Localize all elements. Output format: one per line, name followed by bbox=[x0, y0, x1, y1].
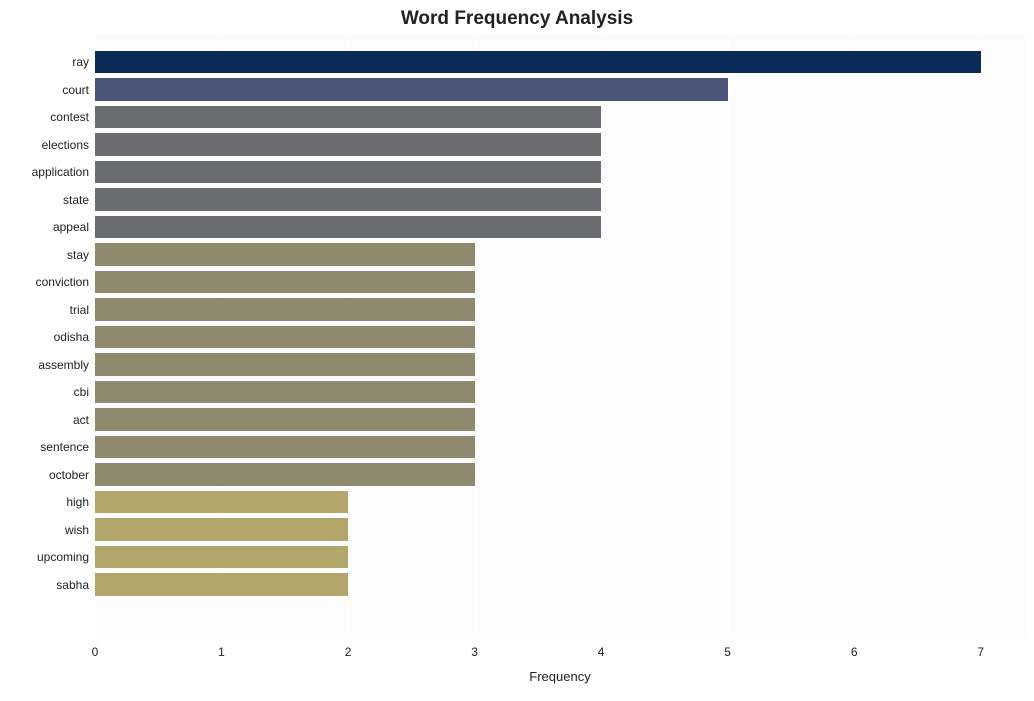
x-tick-label: 4 bbox=[598, 639, 605, 659]
chart-title: Word Frequency Analysis bbox=[0, 8, 1034, 30]
plot-area: 01234567raycourtcontestelectionsapplicat… bbox=[95, 34, 1025, 639]
bar bbox=[95, 353, 475, 376]
bar bbox=[95, 271, 475, 294]
y-tick-label: court bbox=[62, 83, 95, 97]
bar bbox=[95, 78, 728, 101]
y-tick-label: stay bbox=[67, 248, 95, 262]
x-tick-label: 7 bbox=[977, 639, 984, 659]
bar bbox=[95, 161, 601, 184]
bar bbox=[95, 51, 981, 74]
x-tick-label: 1 bbox=[218, 639, 225, 659]
y-tick-label: assembly bbox=[38, 358, 95, 372]
x-axis-label: Frequency bbox=[529, 669, 590, 684]
bar bbox=[95, 381, 475, 404]
y-tick-label: ray bbox=[72, 55, 95, 69]
y-tick-label: sentence bbox=[40, 440, 95, 454]
bar bbox=[95, 546, 348, 569]
y-tick-label: cbi bbox=[74, 385, 95, 399]
y-tick-label: sabha bbox=[56, 578, 95, 592]
y-tick-label: act bbox=[73, 413, 95, 427]
bar bbox=[95, 188, 601, 211]
bar bbox=[95, 106, 601, 129]
bar bbox=[95, 133, 601, 156]
y-tick-label: conviction bbox=[36, 275, 95, 289]
y-tick-label: appeal bbox=[53, 220, 95, 234]
y-tick-label: contest bbox=[50, 110, 95, 124]
bar bbox=[95, 436, 475, 459]
bar bbox=[95, 298, 475, 321]
y-tick-label: wish bbox=[65, 523, 95, 537]
y-tick-label: odisha bbox=[54, 330, 95, 344]
word-frequency-chart: Word Frequency Analysis 01234567raycourt… bbox=[0, 0, 1034, 701]
bar bbox=[95, 573, 348, 596]
y-tick-label: state bbox=[63, 193, 95, 207]
y-tick-label: high bbox=[66, 495, 95, 509]
x-gridline bbox=[981, 34, 982, 639]
x-gridline bbox=[854, 34, 855, 639]
x-tick-label: 3 bbox=[471, 639, 478, 659]
bar bbox=[95, 243, 475, 266]
x-tick-label: 2 bbox=[345, 639, 352, 659]
y-tick-label: trial bbox=[70, 303, 95, 317]
x-tick-label: 5 bbox=[724, 639, 731, 659]
bar bbox=[95, 463, 475, 486]
y-tick-label: upcoming bbox=[37, 550, 95, 564]
x-gridline bbox=[601, 34, 602, 639]
bar bbox=[95, 408, 475, 431]
bar bbox=[95, 216, 601, 239]
y-tick-label: october bbox=[49, 468, 95, 482]
x-tick-label: 6 bbox=[851, 639, 858, 659]
x-tick-label: 0 bbox=[92, 639, 99, 659]
y-tick-label: elections bbox=[42, 138, 95, 152]
bar bbox=[95, 491, 348, 514]
bar bbox=[95, 518, 348, 541]
x-gridline bbox=[728, 34, 729, 639]
y-tick-label: application bbox=[32, 165, 95, 179]
bar bbox=[95, 326, 475, 349]
